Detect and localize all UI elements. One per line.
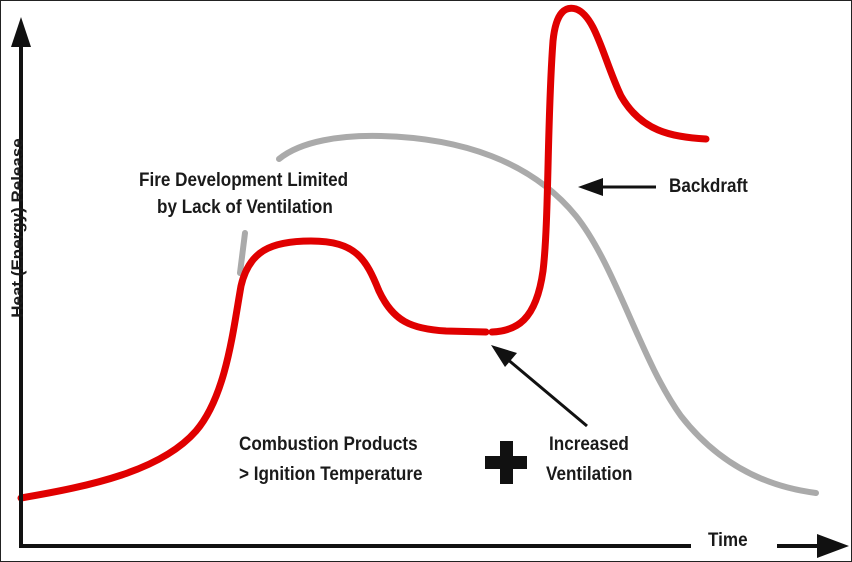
ventilation-label-line1: Increased — [549, 434, 629, 455]
combustion-label-line2: > Ignition Temperature — [239, 464, 423, 485]
time-arrowhead-icon — [817, 534, 849, 558]
ventilation-label-line2: Ventilation — [546, 464, 633, 485]
plus-icon-v — [500, 441, 513, 484]
backdraft-curve-part1 — [17, 237, 490, 502]
backdraft-curve-part2 — [488, 4, 710, 336]
x-axis-label: Time — [708, 530, 748, 551]
ventilation-pointer-arrowhead-icon — [491, 345, 517, 367]
normal-fire-curve-lower — [237, 230, 248, 276]
combustion-label-line1: Combustion Products — [239, 434, 418, 455]
fire-limited-label-line1: Fire Development Limited — [139, 170, 349, 191]
y-axis-label: Heat (Energy) Release — [8, 138, 27, 318]
normal-fire-curve — [276, 132, 819, 496]
backdraft-label: Backdraft — [669, 176, 748, 197]
y-axis-arrowhead-icon — [11, 17, 31, 47]
fire-limited-label-line2: by Lack of Ventilation — [157, 197, 333, 218]
backdraft-pointer-arrowhead-icon — [578, 178, 603, 196]
ventilation-pointer-shaft — [505, 356, 588, 428]
